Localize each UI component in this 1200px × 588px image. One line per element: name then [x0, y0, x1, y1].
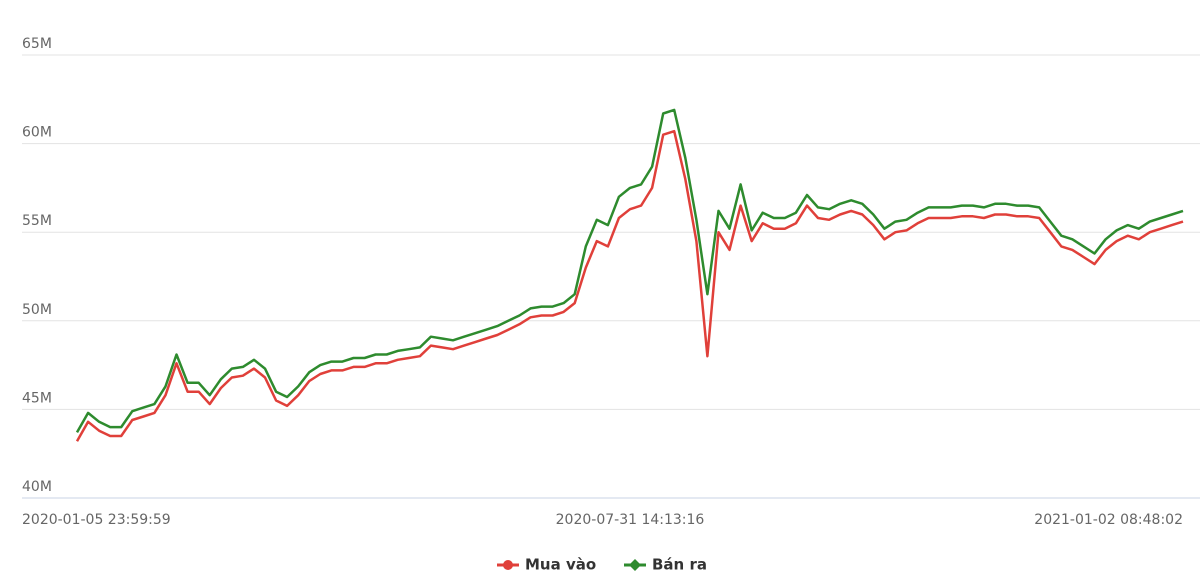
legend-marker [503, 560, 513, 570]
y-tick-label: 50M [22, 302, 52, 318]
series-line [75, 108, 1184, 434]
legend: Mua vào Bán ra [497, 556, 707, 574]
y-tick-label: 65M [22, 36, 52, 52]
legend-label: Mua vào [525, 556, 596, 574]
x-tick-label: 2021-01-02 08:48:02 [1034, 512, 1183, 528]
x-tick-label: 2020-01-05 23:59:59 [22, 512, 171, 528]
y-tick-label: 55M [22, 213, 52, 229]
y-tick-label: 45M [22, 390, 52, 406]
series-line [75, 129, 1184, 442]
legend-marker [629, 559, 641, 571]
y-tick-label: 60M [22, 125, 52, 141]
legend-label: Bán ra [652, 556, 707, 574]
y-tick-label: 40M [22, 479, 52, 495]
x-tick-label: 2020-07-31 14:13:16 [556, 512, 705, 528]
